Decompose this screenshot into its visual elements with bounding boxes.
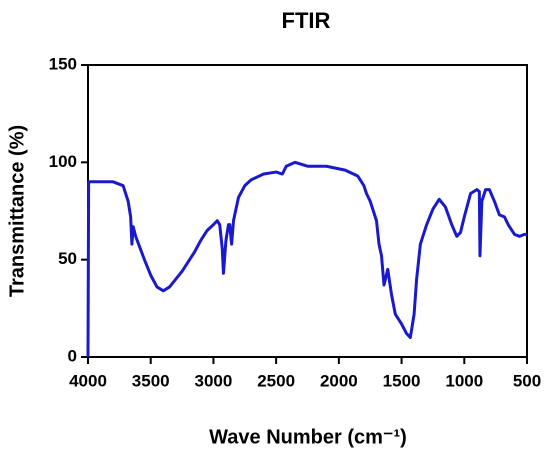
- x-tick-label: 2500: [257, 371, 295, 390]
- x-tick-label: 2000: [320, 371, 358, 390]
- y-axis-label: Transmittance (%): [6, 125, 28, 297]
- plot-frame: [87, 64, 528, 358]
- y-tick-label: 0: [68, 346, 77, 365]
- x-axis-label: Wave Number (cm⁻¹): [209, 426, 407, 448]
- x-tick-label: 3000: [195, 371, 233, 390]
- y-tick-label: 150: [49, 54, 77, 73]
- x-tick-label: 3500: [132, 371, 170, 390]
- x-tick-label: 1000: [445, 371, 483, 390]
- y-tick-label: 50: [58, 249, 77, 268]
- spectrum-line: [86, 160, 527, 358]
- x-tick-label: 500: [513, 371, 541, 390]
- y-tick-label: 100: [49, 152, 77, 171]
- chart-title: FTIR: [282, 8, 331, 33]
- x-tick-label: 1500: [383, 371, 421, 390]
- x-tick-label: 4000: [69, 371, 107, 390]
